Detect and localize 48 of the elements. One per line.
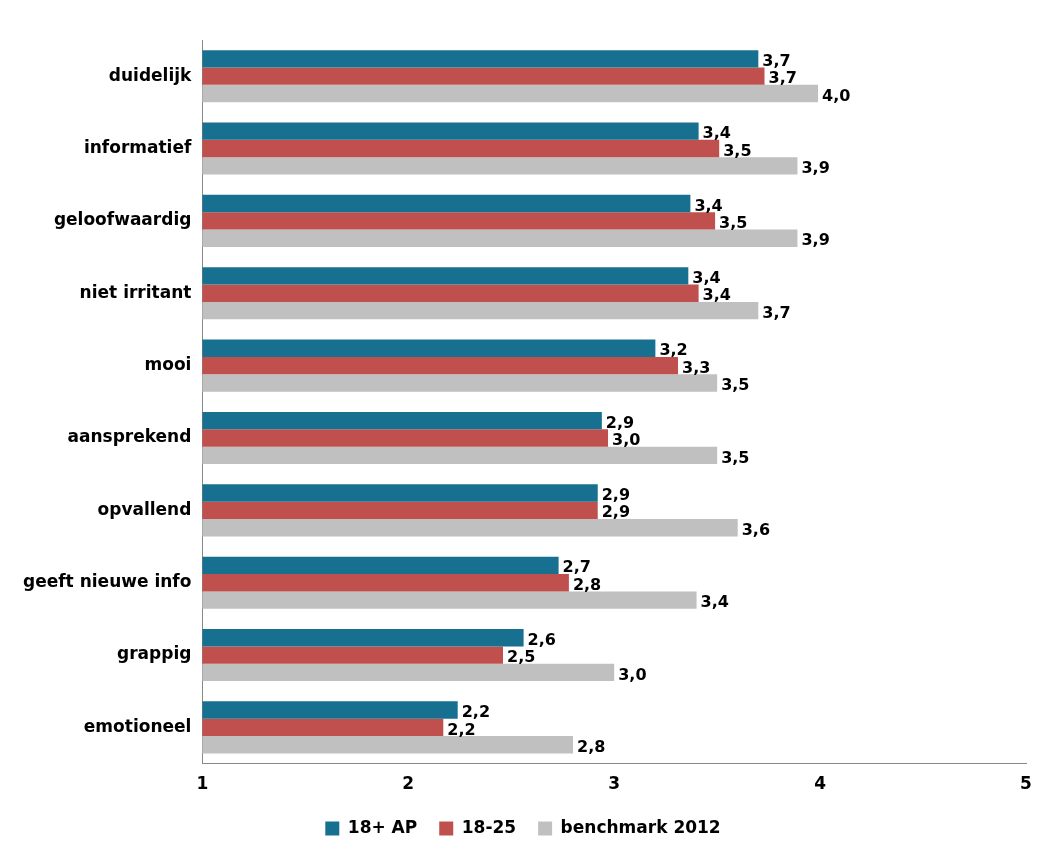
y-tick-label: grappig [117,643,192,664]
data-label: 2,2 [447,719,476,739]
legend-label: 18+ AP [347,816,418,837]
data-label: 3,5 [719,213,748,233]
data-label: 3,9 [801,158,830,178]
legend-label: benchmark 2012 [560,816,721,837]
data-label: 3,5 [721,375,750,395]
data-label: 2,9 [605,412,635,432]
data-label: 3,4 [702,123,731,143]
data-label: 3,0 [612,430,641,450]
x-tick-label: 3 [608,773,621,794]
y-tick-label: niet irritant [79,281,192,302]
data-label: 3,4 [694,195,723,215]
data-label: 3,7 [768,68,797,88]
data-label: 2,9 [601,502,631,522]
data-label: 3,9 [801,230,830,250]
data-label: 2,8 [572,574,602,594]
x-tick-label: 1 [196,773,209,794]
data-label: 3,4 [700,592,729,612]
x-tick-label: 4 [814,773,827,794]
data-label: 3,7 [762,50,791,70]
y-tick-label: duidelijk [108,64,193,85]
y-tick-label: geeft nieuwe info [23,571,192,592]
data-label: 3,4 [692,268,721,288]
data-label: 4,0 [822,85,851,105]
data-label: 3,5 [721,447,750,467]
data-label: 2,9 [601,485,631,505]
legend-label: 18-25 [461,816,517,837]
data-label: 3,4 [702,285,731,305]
data-label: 3,5 [723,140,752,160]
y-tick-label: aansprekend [67,426,192,447]
x-tick-label: 5 [1020,773,1032,794]
data-label: 2,6 [527,629,556,649]
data-label: 2,2 [461,702,491,722]
data-label: 3,7 [762,302,791,322]
data-label: 3,2 [659,340,688,360]
data-label: 3,3 [682,357,711,377]
y-tick-label: mooi [144,354,192,375]
y-tick-label: geloofwaardig [53,209,192,230]
data-label: 2,7 [562,557,591,577]
data-label: 2,8 [577,736,606,756]
y-tick-label: emotioneel [83,715,192,736]
y-tick-label: opvallend [97,498,192,519]
x-tick-label: 2 [402,773,415,794]
data-label: 3,0 [618,664,647,684]
data-label: 2,5 [507,647,536,667]
y-tick-label: informatief [83,136,192,157]
data-label: 3,6 [741,519,771,539]
